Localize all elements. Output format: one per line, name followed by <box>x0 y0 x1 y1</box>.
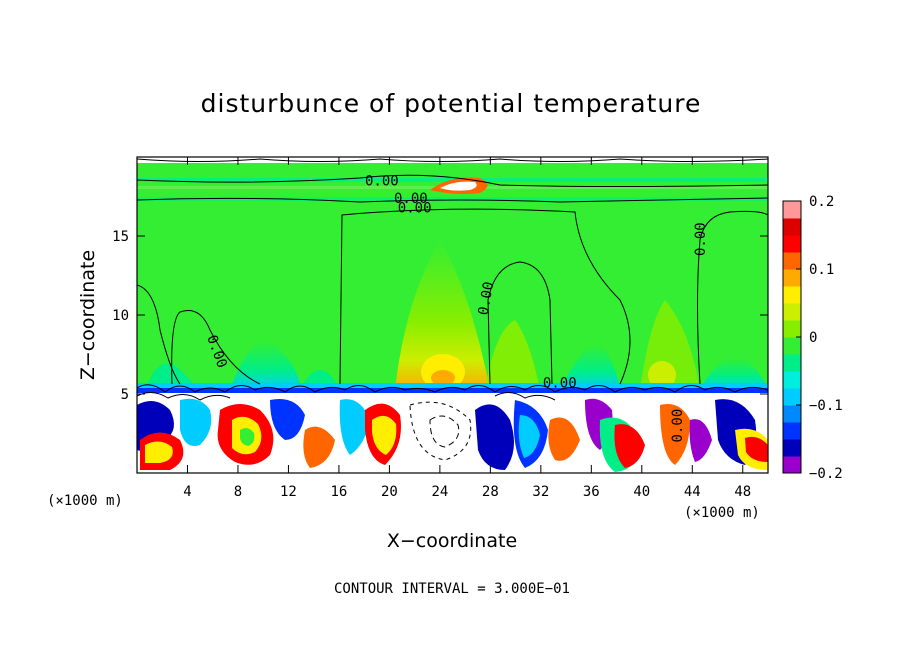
contour-labels: 0.000.000.000.000.000.000.000.00 <box>203 173 709 442</box>
cool-plume-46 <box>700 358 768 390</box>
warm-core-24b <box>431 370 455 386</box>
x-tick-label: 28 <box>482 484 499 500</box>
lower-blob-15 <box>518 415 540 458</box>
colorbar-tick-label: 0 <box>809 330 817 346</box>
contour-label: 0.00 <box>543 376 577 392</box>
colorbar-swatch <box>783 422 801 440</box>
top-contour <box>137 158 768 162</box>
colorbar-swatch <box>783 354 801 372</box>
inversion-contour-3 <box>494 392 556 401</box>
contour-left <box>171 310 261 385</box>
contour-upper-2 <box>137 197 768 203</box>
lower-blob-20 <box>660 404 690 465</box>
x-tick-label: 40 <box>633 484 650 500</box>
contour-neg-outer <box>409 401 472 461</box>
colorbar-swatch <box>783 388 801 406</box>
inversion-contours <box>137 158 768 401</box>
contour-neg-core <box>429 415 460 448</box>
x-tick-label: 16 <box>330 484 347 500</box>
y-tick-label: 5 <box>121 387 129 403</box>
x-axis: 4 8 12 16 20 24 28 32 36 40 44 48 <box>183 157 751 500</box>
colorbar-swatch <box>783 456 801 474</box>
colorbar-tick-label: 0.1 <box>809 262 834 278</box>
lower-blob-9 <box>303 426 335 468</box>
cool-plume-10 <box>230 341 300 390</box>
x-unit-left: (×1000 m) <box>47 493 123 509</box>
x-tick-label: 12 <box>280 484 297 500</box>
lower-blob-7 <box>240 428 255 446</box>
x-tick-label: 44 <box>684 484 701 500</box>
x-unit-right: (×1000 m) <box>684 505 760 521</box>
heatmap-field <box>137 157 768 473</box>
colorbar-tick-label: 0.2 <box>809 194 834 210</box>
colorbar-swatch <box>783 303 801 321</box>
lower-blob-10 <box>339 399 370 455</box>
y-tick-label: 15 <box>112 229 129 245</box>
colorbar-swatch <box>783 252 801 270</box>
x-tick-label: 20 <box>381 484 398 500</box>
contour-interval-footer: CONTOUR INTERVAL = 3.000E−01 <box>334 581 570 597</box>
x-tick-label: 24 <box>431 484 448 500</box>
lower-blob-8 <box>270 399 305 440</box>
contour-left-edge <box>137 284 181 385</box>
x-axis-label: X−coordinate <box>387 530 517 552</box>
chart-title: disturbunce of potential temperature <box>201 89 702 118</box>
upper-anomaly-core <box>440 181 477 191</box>
colorbar-tick-label: −0.1 <box>809 398 843 414</box>
colorbar-swatch <box>783 337 801 355</box>
inversion-contour-2 <box>137 392 231 401</box>
contour-upper-1 <box>137 174 768 187</box>
colorbar-swatch <box>783 405 801 423</box>
x-tick-label: 48 <box>734 484 751 500</box>
x-tick-label: 4 <box>183 484 191 500</box>
colorbar-swatch <box>783 320 801 338</box>
colorbar-swatch <box>783 218 801 236</box>
colorbar-swatch <box>783 439 801 457</box>
contour-plume <box>339 208 631 385</box>
lower-blob-24 <box>745 436 768 462</box>
colorbar-swatch <box>783 201 801 219</box>
y-tick-label: 10 <box>112 308 129 324</box>
lower-blob-12 <box>372 415 397 455</box>
warm-plume-24 <box>395 240 490 390</box>
x-tick-label: 32 <box>532 484 549 500</box>
contour-label: 0.00 <box>476 281 498 317</box>
contour-label: 0.00 <box>693 222 709 256</box>
colorbar-swatch <box>783 371 801 389</box>
colorbar-swatch <box>783 269 801 287</box>
colorbar-swatch <box>783 235 801 253</box>
contour-label: 0.00 <box>365 173 399 189</box>
x-tick-label: 8 <box>234 484 242 500</box>
warm-plume-29 <box>485 320 540 390</box>
contour-label: 0.00 <box>398 200 432 216</box>
inversion-contour-1 <box>137 384 768 393</box>
cool-plume-36 <box>560 344 620 390</box>
top-boundary-band <box>137 157 768 163</box>
colorbar-swatch <box>783 286 801 304</box>
colorbar: 0.2 0.1 0 −0.1 −0.2 <box>782 194 843 482</box>
warm-core-42 <box>648 361 676 389</box>
lower-blob-13 <box>475 404 514 470</box>
upper-cool-band-2 <box>137 197 768 201</box>
x-tick-label: 36 <box>583 484 600 500</box>
y-axis-label: Z−coordinate <box>77 250 99 380</box>
y-axis: 5 10 15 <box>112 229 768 403</box>
inversion-cyan-band <box>137 383 768 390</box>
contour-plume-2 <box>487 261 553 385</box>
inversion-blue-band <box>137 388 768 393</box>
contour-label: 0.00 <box>394 191 428 207</box>
lower-blob-21 <box>689 419 712 462</box>
contour-label: 0.00 <box>670 409 686 443</box>
contour-right <box>697 210 768 385</box>
colorbar-tick-label: −0.2 <box>809 466 843 482</box>
lower-blob-16 <box>548 417 580 461</box>
lower-blob-19 <box>614 424 645 468</box>
lower-blob-4 <box>180 398 212 446</box>
lower-blob-3 <box>145 441 173 463</box>
contour-lines <box>137 174 768 461</box>
